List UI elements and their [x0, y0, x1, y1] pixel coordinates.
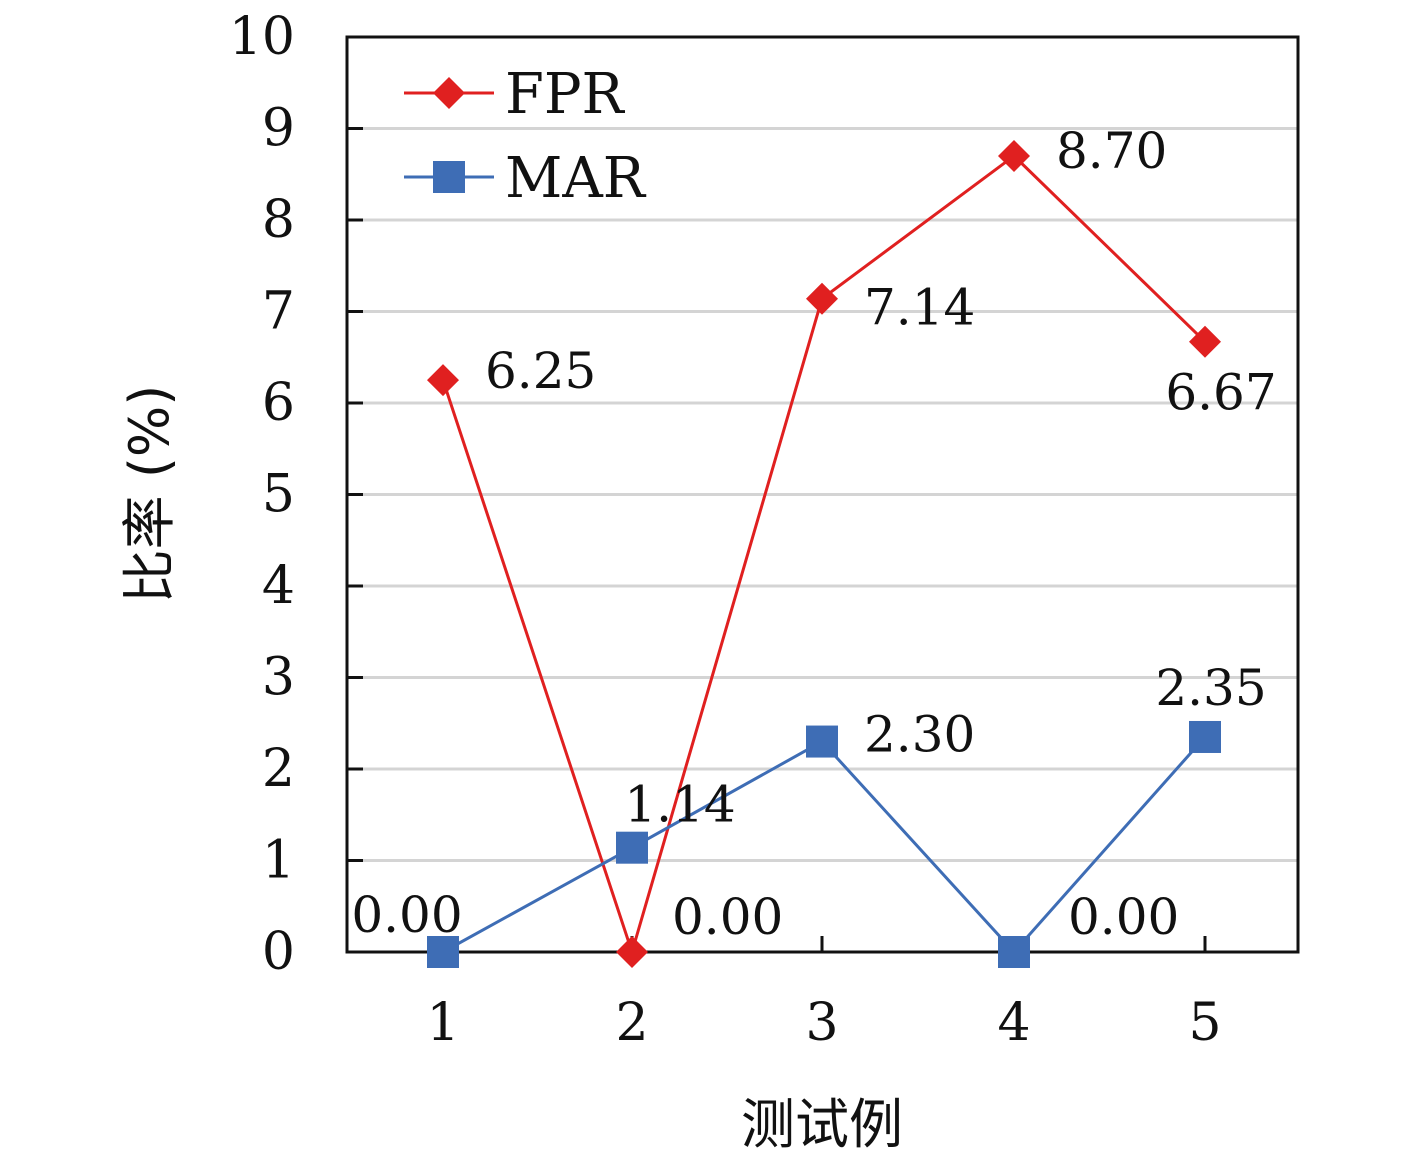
series-lines	[441, 153, 1207, 958]
data-label-mar-4: 0.00	[1068, 888, 1179, 946]
legend-label-mar: MAR	[505, 146, 647, 211]
x-tick-label-1: 1	[426, 993, 459, 1053]
legend: FPR MAR	[404, 62, 647, 211]
marker-mar-5	[1189, 720, 1221, 753]
marker-fpr-2	[616, 936, 648, 968]
data-labels: 6.25 0.00 7.14 8.70 6.67 0.00 1.14 2.30 0.00 2.35	[351, 122, 1276, 946]
data-label-mar-2: 1.14	[624, 776, 735, 834]
y-tick-label-0: 0	[262, 922, 295, 982]
legend-label-fpr: FPR	[505, 62, 626, 127]
marker-fpr-4	[998, 139, 1030, 172]
marker-mar-4	[998, 936, 1030, 968]
marker-fpr-1	[427, 364, 459, 397]
y-tick-label-3: 3	[262, 648, 295, 708]
x-tick-labels: 1 2 3 4 5	[426, 993, 1221, 1053]
marker-mar-1	[427, 936, 459, 968]
marker-mar-2	[616, 831, 648, 864]
y-tick-label-2: 2	[262, 739, 295, 799]
x-tick-label-2: 2	[615, 993, 648, 1053]
grid-lines	[347, 127, 1298, 862]
data-label-mar-5: 2.35	[1155, 659, 1266, 717]
data-label-fpr-5: 6.67	[1165, 364, 1276, 422]
legend-marker-fpr	[433, 77, 465, 109]
y-tick-label-8: 8	[262, 190, 295, 250]
data-label-fpr-4: 8.70	[1056, 122, 1167, 180]
legend-marker-mar	[433, 161, 465, 193]
y-tick-label-7: 7	[262, 282, 295, 342]
data-label-fpr-2: 0.00	[672, 888, 783, 946]
data-label-fpr-3: 7.14	[864, 279, 975, 337]
x-tick-label-5: 5	[1188, 993, 1221, 1053]
y-tick-label-6: 6	[262, 373, 295, 433]
y-axis-title: 比率 (%)	[118, 385, 181, 604]
data-label-mar-1: 0.00	[351, 886, 462, 944]
y-tick-labels: 0 1 2 3 4 5 6 7 8 9 10	[229, 7, 295, 982]
y-tick-label-4: 4	[262, 556, 295, 616]
data-label-fpr-1: 6.25	[485, 342, 596, 400]
y-tick-label-9: 9	[262, 99, 295, 159]
marker-fpr-5	[1189, 325, 1221, 358]
y-tick-label-1: 1	[262, 831, 295, 891]
x-tick-label-3: 3	[805, 993, 838, 1053]
marker-fpr-3	[806, 282, 838, 315]
y-tick-label-10: 10	[229, 7, 295, 67]
x-axis-title: 测试例	[741, 1093, 903, 1156]
data-label-mar-3: 2.30	[864, 706, 975, 764]
y-tick-label-5: 5	[262, 465, 295, 525]
x-tick-label-4: 4	[997, 993, 1030, 1053]
series-line-fpr	[441, 153, 1207, 958]
marker-mar-3	[806, 725, 838, 758]
series-markers	[427, 139, 1221, 968]
